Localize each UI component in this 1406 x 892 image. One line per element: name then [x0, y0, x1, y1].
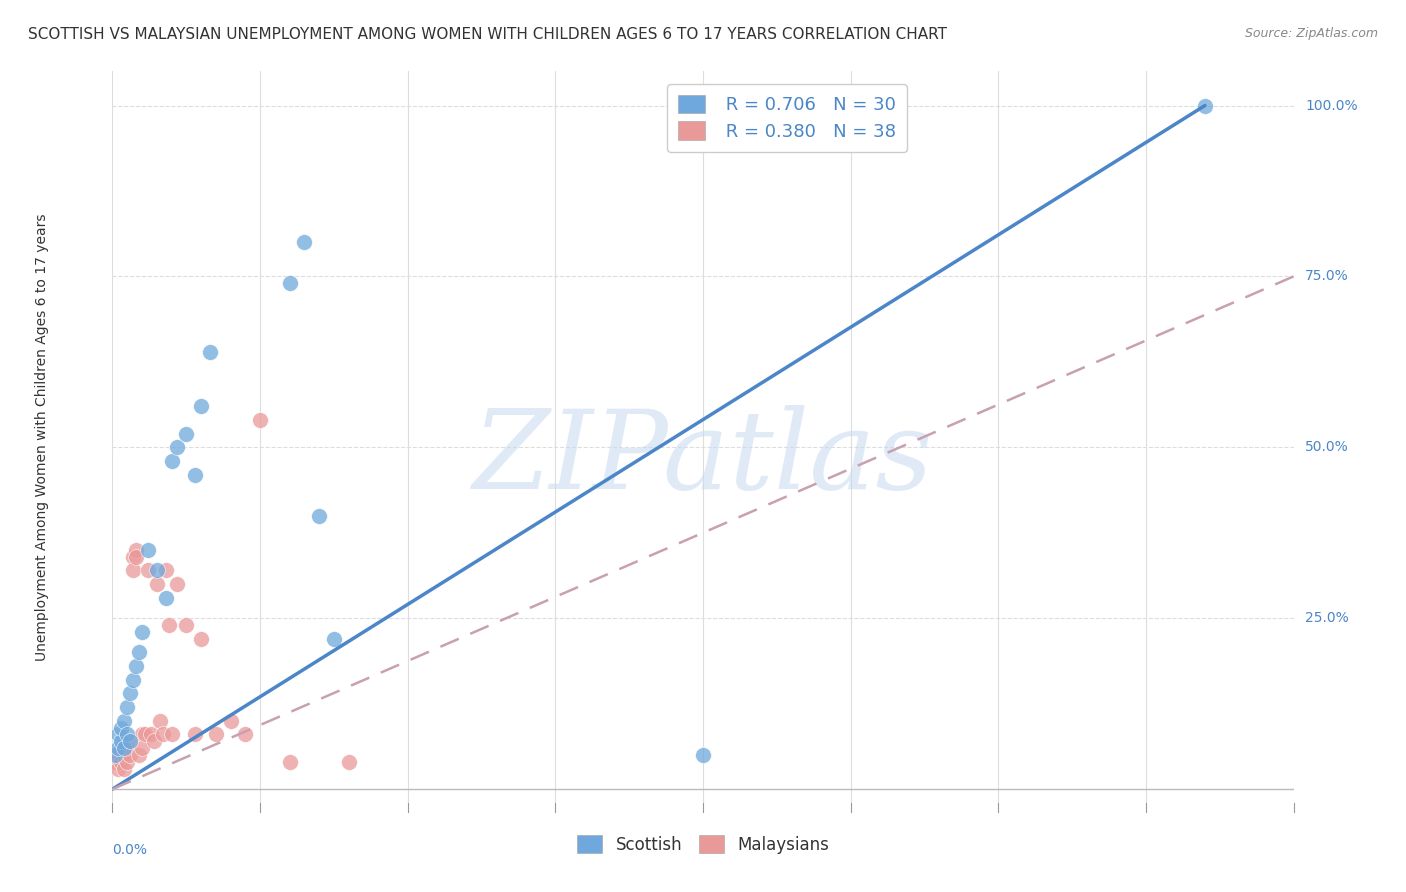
Text: 100.0%: 100.0% [1305, 98, 1358, 112]
Point [174, 618, 197, 632]
Point [117, 727, 138, 741]
Point [136, 563, 159, 577]
Point [107, 762, 129, 776]
Point [107, 727, 129, 741]
Point [125, 549, 148, 564]
Point [120, 734, 142, 748]
Point [125, 542, 148, 557]
Point [155, 563, 177, 577]
Point [128, 645, 150, 659]
Point [104, 755, 127, 769]
Text: Unemployment Among Women with Children Ages 6 to 17 years: Unemployment Among Women with Children A… [35, 213, 49, 661]
Point [122, 563, 145, 577]
Point [110, 755, 132, 769]
Point [128, 747, 150, 762]
Point [112, 762, 135, 776]
Point [120, 747, 142, 762]
Point [142, 734, 165, 748]
Point [149, 714, 172, 728]
Point [292, 235, 315, 250]
Point [278, 755, 301, 769]
Point [117, 755, 138, 769]
Point [112, 741, 135, 756]
Point [278, 277, 301, 291]
Text: 50.0%: 50.0% [1305, 441, 1350, 454]
Point [184, 467, 207, 482]
Point [692, 747, 714, 762]
Point [323, 632, 346, 646]
Point [205, 727, 228, 741]
Point [157, 618, 180, 632]
Point [166, 577, 188, 591]
Legend: Scottish, Malaysians: Scottish, Malaysians [571, 829, 835, 860]
Point [117, 741, 138, 756]
Point [190, 632, 212, 646]
Point [134, 727, 156, 741]
Point [184, 727, 207, 741]
Point [117, 700, 138, 714]
Point [190, 400, 212, 414]
Point [112, 714, 135, 728]
Point [122, 549, 145, 564]
Point [136, 542, 159, 557]
Point [125, 659, 148, 673]
Point [107, 741, 129, 756]
Point [120, 734, 142, 748]
Point [131, 624, 153, 639]
Point [160, 727, 183, 741]
Text: 25.0%: 25.0% [1305, 611, 1350, 625]
Point [139, 727, 162, 741]
Point [110, 721, 132, 735]
Point [112, 747, 135, 762]
Point [219, 714, 242, 728]
Point [110, 734, 132, 748]
Point [107, 747, 129, 762]
Point [131, 727, 153, 741]
Point [120, 686, 142, 700]
Point [131, 741, 153, 756]
Text: 0.0%: 0.0% [112, 843, 148, 857]
Point [174, 426, 197, 441]
Point [110, 741, 132, 756]
Point [337, 755, 360, 769]
Point [146, 577, 169, 591]
Point [152, 727, 174, 741]
Point [160, 454, 183, 468]
Point [104, 747, 127, 762]
Point [146, 563, 169, 577]
Point [198, 344, 221, 359]
Text: SCOTTISH VS MALAYSIAN UNEMPLOYMENT AMONG WOMEN WITH CHILDREN AGES 6 TO 17 YEARS : SCOTTISH VS MALAYSIAN UNEMPLOYMENT AMONG… [28, 27, 948, 42]
Point [122, 673, 145, 687]
Point [249, 413, 271, 427]
Point [308, 508, 330, 523]
Text: Source: ZipAtlas.com: Source: ZipAtlas.com [1244, 27, 1378, 40]
Point [166, 440, 188, 454]
Point [1194, 98, 1216, 112]
Text: 75.0%: 75.0% [1305, 269, 1350, 284]
Point [233, 727, 256, 741]
Text: ZIPatlas: ZIPatlas [472, 405, 934, 513]
Point [155, 591, 177, 605]
